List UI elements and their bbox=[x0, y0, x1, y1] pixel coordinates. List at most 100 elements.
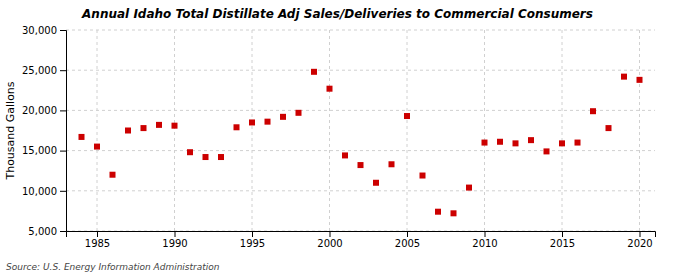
point bbox=[389, 161, 395, 167]
point bbox=[544, 148, 550, 154]
point bbox=[528, 137, 534, 143]
x-tick: 2005 bbox=[395, 231, 420, 249]
title: Annual Idaho Total Distillate Adj Sales/… bbox=[81, 7, 593, 21]
source-note: Source: U.S. Energy Information Administ… bbox=[6, 262, 220, 272]
y-tick: 5,000 bbox=[28, 226, 66, 237]
y-tick: 10,000 bbox=[22, 186, 66, 197]
point bbox=[280, 114, 286, 120]
x-grid-line bbox=[97, 30, 98, 231]
point bbox=[94, 144, 100, 150]
y-tick-mark bbox=[60, 191, 66, 192]
x-tick-label: 2000 bbox=[317, 238, 342, 249]
point bbox=[265, 119, 271, 125]
x-tick: 2015 bbox=[550, 231, 575, 249]
x-tick-mark bbox=[330, 231, 331, 237]
x-tick-label: 1990 bbox=[162, 238, 187, 249]
x-tick-mark bbox=[407, 231, 408, 237]
x-tick: 2020 bbox=[627, 231, 652, 249]
point bbox=[606, 125, 612, 131]
x-tick: 1995 bbox=[240, 231, 265, 249]
x-tick-mark bbox=[175, 231, 176, 237]
x-tick: 2000 bbox=[317, 231, 342, 249]
point bbox=[203, 154, 209, 160]
x-tick-label: 1995 bbox=[240, 238, 265, 249]
y-tick: 15,000 bbox=[22, 145, 66, 156]
point bbox=[575, 140, 581, 146]
y-grid-line bbox=[66, 150, 655, 151]
point bbox=[249, 119, 255, 125]
point bbox=[156, 122, 162, 128]
y-tick-mark bbox=[60, 231, 66, 232]
x-tick-mark bbox=[485, 231, 486, 237]
point bbox=[435, 209, 441, 215]
x-tick: 1990 bbox=[162, 231, 187, 249]
point bbox=[342, 152, 348, 158]
points bbox=[79, 69, 643, 217]
y-grid-line bbox=[66, 70, 655, 71]
y-tick-mark bbox=[60, 70, 66, 71]
y-tick-mark bbox=[60, 30, 66, 31]
x-axis: 1985 1990 1995 2000 2005 2010 2015 2020 bbox=[67, 231, 656, 249]
point bbox=[373, 180, 379, 186]
y-tick-label: 5,000 bbox=[28, 226, 57, 237]
point bbox=[218, 154, 224, 160]
point bbox=[187, 149, 193, 155]
point bbox=[590, 108, 596, 114]
y-tick-label: 25,000 bbox=[22, 65, 57, 76]
grid bbox=[66, 30, 655, 231]
x-tick-label: 2020 bbox=[627, 238, 652, 249]
x-tick-label: 2010 bbox=[472, 238, 497, 249]
point bbox=[404, 113, 410, 119]
x-grid-line bbox=[329, 30, 330, 231]
point bbox=[296, 110, 302, 116]
y-tick-mark bbox=[60, 151, 66, 152]
plot: 1985 1990 1995 2000 2005 2010 2015 2020 5,000 10,… bbox=[22, 25, 656, 249]
y-tick-label: 20,000 bbox=[22, 105, 57, 116]
point bbox=[327, 86, 333, 92]
point bbox=[451, 210, 457, 216]
y-axis: 5,000 10,000 15,000 20,000 25,000 30,000 bbox=[22, 25, 67, 237]
x-grid-line bbox=[639, 30, 640, 231]
point bbox=[125, 128, 131, 134]
x-tick-mark bbox=[252, 231, 253, 237]
x-grid-line bbox=[562, 30, 563, 231]
x-tick-label: 2005 bbox=[395, 238, 420, 249]
point bbox=[79, 134, 85, 140]
x-tick-mark bbox=[562, 231, 563, 237]
x-tick-mark bbox=[640, 231, 641, 237]
y-tick-label: 10,000 bbox=[22, 186, 57, 197]
y-tick-label: 15,000 bbox=[22, 145, 57, 156]
x-tick-label: 2015 bbox=[550, 238, 575, 249]
point bbox=[482, 140, 488, 146]
y-axis-line bbox=[60, 31, 67, 232]
point bbox=[637, 77, 643, 83]
x-axis-line bbox=[67, 232, 656, 238]
point bbox=[513, 140, 519, 146]
point bbox=[497, 139, 503, 145]
point bbox=[172, 123, 178, 129]
y-tick: 20,000 bbox=[22, 105, 66, 116]
y-tick: 30,000 bbox=[22, 25, 66, 36]
x-grid-line bbox=[407, 30, 408, 231]
y-grid-line bbox=[66, 110, 655, 111]
point bbox=[466, 185, 472, 191]
point bbox=[141, 125, 147, 131]
x-tick: 2010 bbox=[472, 231, 497, 249]
point bbox=[358, 162, 364, 168]
y-tick: 25,000 bbox=[22, 65, 66, 76]
y-grid-line bbox=[66, 30, 655, 31]
point bbox=[234, 124, 240, 130]
y-tick-label: 30,000 bbox=[22, 25, 57, 36]
point bbox=[559, 140, 565, 146]
x-tick-mark bbox=[97, 231, 98, 237]
point bbox=[311, 69, 317, 75]
point bbox=[621, 74, 627, 80]
y-tick-mark bbox=[60, 110, 66, 111]
x-grid-line bbox=[174, 30, 175, 231]
x-tick-label: 1985 bbox=[85, 238, 110, 249]
x-tick: 1985 bbox=[85, 231, 110, 249]
chart: 1985 1990 1995 2000 2005 2010 2015 2020 5,000 10,… bbox=[0, 0, 675, 275]
y-axis-title: Thousand Gallons bbox=[4, 81, 17, 180]
y-grid-line bbox=[66, 190, 655, 191]
x-grid-line bbox=[484, 30, 485, 231]
